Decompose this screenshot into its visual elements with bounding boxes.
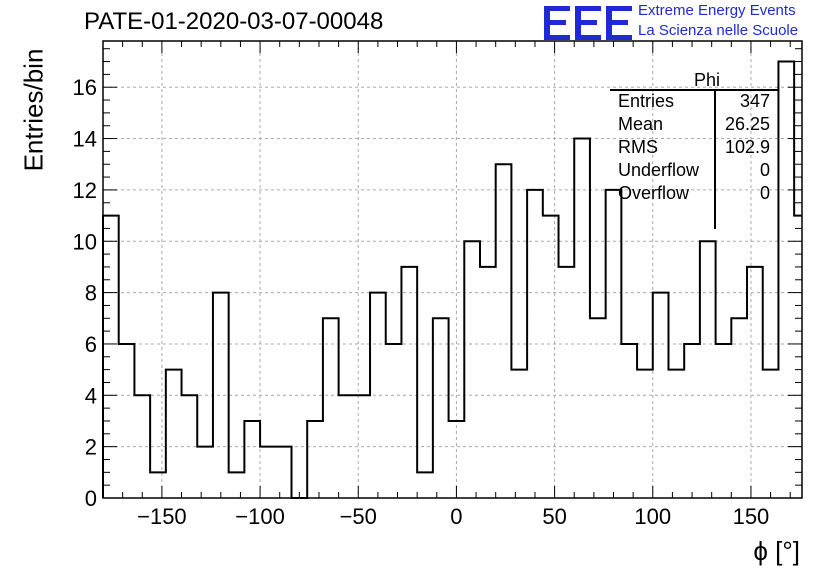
x-tick-label: −50 [340, 504, 377, 529]
histogram-bin [668, 370, 684, 498]
histogram-bin [417, 472, 433, 498]
histogram-bin [370, 293, 386, 498]
stats-name: Phi [693, 70, 720, 90]
eee-logo [544, 6, 632, 40]
y-tick-label: 14 [73, 127, 97, 152]
histogram-bin [731, 318, 747, 498]
histogram-bars [102, 60, 802, 499]
histogram-bin [119, 344, 135, 498]
logo-line-1: Extreme Energy Events [638, 2, 796, 19]
logo-line-2: La Scienza nelle Scuole [638, 22, 799, 39]
histogram-bin [244, 421, 260, 498]
stats-row-mean: Mean 26.25 [618, 114, 770, 134]
histogram-bin [543, 216, 559, 498]
stats-row-rms: RMS 102.9 [618, 137, 770, 157]
x-tick-label: 0 [450, 504, 462, 529]
histogram-bin [386, 344, 402, 498]
histogram-bin [747, 267, 763, 498]
histogram-bin [307, 421, 323, 498]
histogram-bin [464, 241, 480, 498]
histogram-bin [480, 267, 496, 498]
histogram-bin [684, 344, 700, 498]
stats-row-overflow: Overflow 0 [618, 183, 770, 203]
histogram-bin [621, 344, 637, 498]
y-tick-label: 6 [85, 332, 97, 357]
histogram-bin [574, 139, 590, 498]
histogram-bin [590, 318, 606, 498]
histogram-bin [559, 267, 575, 498]
histogram-bin [716, 344, 732, 498]
y-tick-label: 2 [85, 435, 97, 460]
plot-frame [102, 40, 803, 499]
histogram-bin [166, 370, 182, 498]
x-tick-label: −100 [235, 504, 285, 529]
stats-row-underflow: Underflow 0 [618, 160, 770, 180]
histogram-bin [323, 318, 339, 498]
stats-row-entries: Entries 347 [618, 91, 770, 111]
y-tick-label: 12 [73, 178, 97, 203]
y-tick-label: 4 [85, 383, 97, 408]
histogram-bin [700, 241, 716, 498]
histogram-bin [401, 267, 417, 498]
histogram-bin [496, 164, 512, 498]
axes [102, 40, 803, 499]
histogram-bin [778, 62, 794, 498]
histogram-bin [150, 472, 166, 498]
y-tick-label: 16 [73, 75, 97, 100]
x-tick-label: −150 [137, 504, 187, 529]
histogram-bin [276, 447, 292, 498]
histogram-bin [763, 370, 779, 498]
y-tick-label: 0 [85, 486, 97, 511]
x-tick-label: 100 [634, 504, 671, 529]
histogram-bin [229, 472, 245, 498]
x-axis-label: ϕ [°] [753, 536, 800, 566]
stats-box: Phi Entries 347 Mean 26.25 RMS 102.9 Underf… [610, 70, 778, 229]
histogram-outline [102, 60, 802, 499]
x-tick-label: 150 [733, 504, 770, 529]
stats-divider [714, 89, 716, 229]
histogram-bin [637, 370, 653, 498]
chart-title: PATE-01-2020-03-07-00048 [84, 8, 384, 35]
histogram-bin [213, 293, 229, 498]
x-ticks: −150 −100 −50 0 50 100 150 [102, 41, 791, 529]
y-ticks: 0 2 4 6 8 10 12 14 16 [73, 48, 802, 511]
x-tick-label: 50 [542, 504, 566, 529]
histogram-bin [511, 370, 527, 498]
histogram-bin [197, 447, 213, 498]
y-tick-label: 10 [73, 229, 97, 254]
y-axis-label: Entries/bin [18, 48, 49, 172]
stats-rule [610, 89, 778, 91]
histogram-bin [433, 318, 449, 498]
histogram-bin [260, 447, 276, 498]
y-tick-label: 8 [85, 281, 97, 306]
